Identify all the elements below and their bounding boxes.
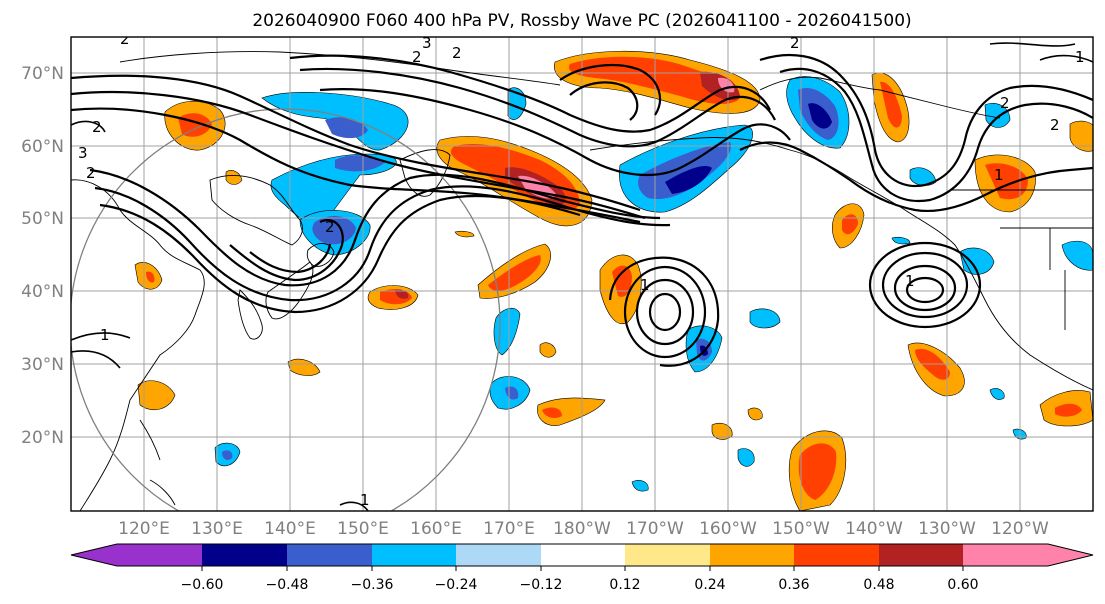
colorbar-tick-label: −0.60	[181, 577, 224, 593]
contour-label: 1	[100, 326, 110, 344]
lon-label: 180°W	[553, 519, 611, 539]
colorbar-tick-label: −0.24	[435, 577, 478, 593]
lat-label: 70°N	[21, 64, 64, 84]
colorbar-extend-min	[71, 544, 117, 566]
contour-label: 1	[1075, 48, 1085, 66]
colorbar-tick-label: −0.36	[351, 577, 394, 593]
contour-label: 3	[422, 34, 432, 52]
colorbar-tick-label: 0.36	[778, 577, 809, 593]
contour-label: 2	[120, 30, 130, 48]
lon-label: 170°E	[483, 519, 535, 539]
map-title: 2026040900 F060 400 hPa PV, Rossby Wave …	[252, 11, 911, 31]
contour-label: 2	[412, 48, 422, 66]
contour-label: 2	[452, 44, 462, 62]
lon-label: 160°E	[410, 519, 462, 539]
colorbar-swatch	[710, 544, 794, 566]
lon-label: 120°E	[118, 519, 170, 539]
colorbar-tick-label: 0.12	[609, 577, 640, 593]
pv-anomaly-shading	[134, 50, 1093, 511]
colorbar-tick-label: 0.24	[694, 577, 725, 593]
colorbar-swatch	[372, 544, 456, 566]
lat-label: 40°N	[21, 282, 64, 302]
colorbar-swatch	[202, 544, 287, 566]
colorbar-swatch	[879, 544, 963, 566]
contour-label: 2	[790, 34, 800, 52]
reference-circle	[71, 108, 501, 511]
contour-label: 2	[1000, 94, 1010, 112]
colorbar-swatch	[117, 544, 202, 566]
lat-label: 60°N	[21, 137, 64, 157]
colorbar-swatch	[625, 544, 710, 566]
colorbar-tick-label: 0.60	[947, 577, 978, 593]
lon-label: 160°W	[699, 519, 757, 539]
lon-label: 130°E	[191, 519, 243, 539]
colorbar-tick-label: 0.48	[863, 577, 894, 593]
contour-label: 2	[86, 164, 96, 182]
lon-label: 130°W	[918, 519, 976, 539]
colorbar-swatch	[794, 544, 879, 566]
contour-label: 2	[92, 118, 102, 136]
contour-label: 1	[905, 272, 915, 290]
contour-label: 1	[640, 276, 650, 294]
lon-label: 150°E	[337, 519, 389, 539]
map-panel: 2 3 2 2 3 2 2 2 1 2 1 2 2 1 1 1 1	[70, 30, 1094, 512]
pv-contours	[71, 42, 1093, 511]
colorbar-swatch	[963, 544, 1048, 566]
contour-label: 1	[360, 491, 370, 509]
lon-label: 140°W	[845, 519, 903, 539]
lat-label: 30°N	[21, 355, 64, 375]
contour-labels: 2 3 2 2 3 2 2 2 1 2 1 2 2 1 1 1 1	[78, 30, 1085, 509]
contour-label: 2	[1050, 116, 1060, 134]
lat-label: 20°N	[21, 428, 64, 448]
colorbar-ticks	[201, 566, 964, 571]
colorbar-extend-max	[1048, 544, 1093, 566]
lon-label: 140°E	[264, 519, 316, 539]
colorbar-swatch	[456, 544, 541, 566]
contour-label: 2	[325, 218, 335, 236]
lon-label: 120°W	[991, 519, 1049, 539]
contour-label: 3	[78, 144, 88, 162]
colorbar: −0.60 −0.48 −0.36 −0.24 −0.12 0.12 0.24 …	[70, 543, 1094, 593]
lon-label: 150°W	[772, 519, 830, 539]
colorbar-tick-label: −0.48	[266, 577, 309, 593]
colorbar-tick-label: −0.12	[520, 577, 563, 593]
lat-label: 50°N	[21, 209, 64, 229]
colorbar-swatch	[287, 544, 372, 566]
colorbar-swatch	[541, 544, 625, 566]
latitude-labels: 70°N 60°N 50°N 40°N 30°N 20°N	[21, 64, 64, 448]
negative-anomaly-kamchatka-west	[270, 153, 397, 233]
longitude-labels: 120°E 130°E 140°E 150°E 160°E 170°E 180°…	[118, 519, 1049, 539]
contour-label: 1	[994, 166, 1004, 184]
lon-label: 170°W	[626, 519, 684, 539]
